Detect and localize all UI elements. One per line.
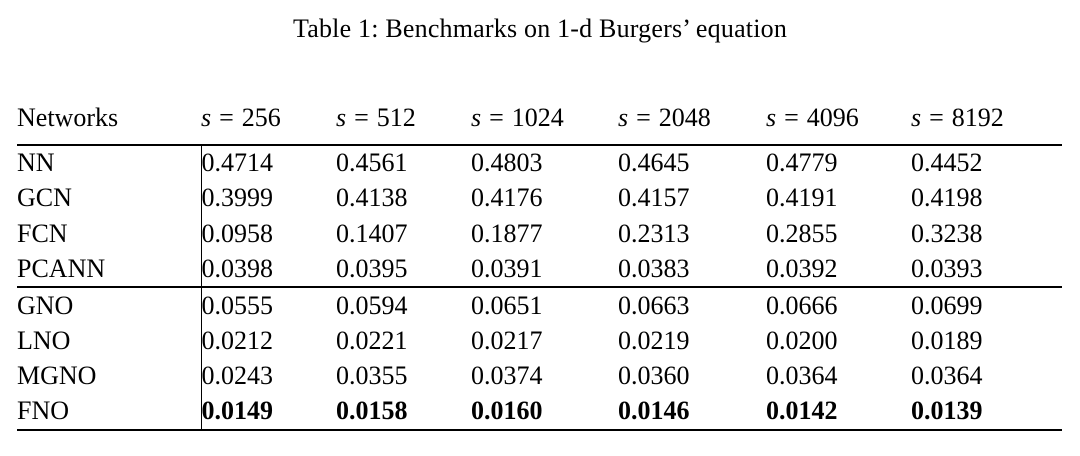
cell: 0.1877 <box>471 218 543 248</box>
cell: 0.0594 <box>336 286 471 323</box>
table-row-nn: NN 0.4714 0.4561 0.4803 0.4645 0.4779 0.… <box>17 145 1062 181</box>
cell: 0.3238 <box>911 218 983 248</box>
resolution-value: 512 <box>376 103 416 132</box>
table-row-pcann: PCANN 0.0398 0.0395 0.0391 0.0383 0.0392… <box>17 251 1062 288</box>
cell: 0.4452 <box>911 148 983 178</box>
network-name: NN <box>17 148 55 178</box>
resolution-value: 4096 <box>806 103 859 132</box>
cell: 0.4198 <box>911 183 983 213</box>
cell: 0.0160 <box>471 394 618 431</box>
cell: 0.0393 <box>911 254 983 284</box>
resolution-value: 8192 <box>951 103 1004 132</box>
table-row-gno: GNO 0.0555 0.0594 0.0651 0.0663 0.0666 0… <box>17 286 1062 323</box>
network-name: GCN <box>17 183 72 213</box>
cell: 0.0364 <box>766 361 838 391</box>
cell: 0.0392 <box>766 254 838 284</box>
cell: 0.0200 <box>766 325 838 355</box>
cell: 0.4176 <box>471 183 543 213</box>
cell: 0.0139 <box>911 394 1062 431</box>
cell: 0.0374 <box>471 361 543 391</box>
header-s8192: s = 8192 <box>911 92 1062 146</box>
cell: 0.0149 <box>200 394 336 431</box>
cell: 0.0212 <box>200 322 336 359</box>
table-row-lno: LNO 0.0212 0.0221 0.0217 0.0219 0.0200 0… <box>17 322 1062 359</box>
cell: 0.0699 <box>911 286 1062 323</box>
cell: 0.0651 <box>471 286 618 323</box>
cell: 0.4138 <box>336 183 408 213</box>
cell: 0.4645 <box>618 148 690 178</box>
network-name: MGNO <box>17 361 97 391</box>
cell: 0.0555 <box>200 286 336 323</box>
cell: 0.4803 <box>471 148 543 178</box>
header-s256: s = 256 <box>201 92 336 146</box>
cell: 0.4779 <box>766 148 838 178</box>
header-s4096: s = 4096 <box>766 92 911 146</box>
cell: 0.0395 <box>336 254 408 284</box>
cell: 0.4561 <box>336 148 408 178</box>
cell: 0.1407 <box>336 218 408 248</box>
equals-sign: = <box>784 103 799 132</box>
math-var-s: s <box>766 103 777 132</box>
equals-sign: = <box>354 103 369 132</box>
cell: 0.0360 <box>618 361 690 391</box>
header-s2048: s = 2048 <box>618 92 766 146</box>
cell: 0.2313 <box>618 218 690 248</box>
benchmark-table: Networks s = 256 s = 512 s = 1024 s = 2048 s = 409… <box>17 92 1062 431</box>
cell: 0.0663 <box>618 286 766 323</box>
equals-sign: = <box>489 103 504 132</box>
resolution-value: 1024 <box>511 103 564 132</box>
table-row-fno: FNO 0.0149 0.0158 0.0160 0.0146 0.0142 0… <box>17 394 1062 431</box>
cell: 0.0666 <box>766 286 911 323</box>
header-s512: s = 512 <box>336 92 471 146</box>
resolution-value: 2048 <box>658 103 711 132</box>
cell: 0.0398 <box>200 251 336 288</box>
cell: 0.0391 <box>471 254 543 284</box>
table-header: Networks s = 256 s = 512 s = 1024 s = 2048 s = 409… <box>17 92 1062 146</box>
math-var-s: s <box>336 103 347 132</box>
resolution-value: 256 <box>241 103 281 132</box>
table-row-fcn: FCN 0.0958 0.1407 0.1877 0.2313 0.2855 0… <box>17 216 1062 252</box>
cell: 0.0217 <box>471 325 543 355</box>
equals-sign: = <box>636 103 651 132</box>
math-var-s: s <box>201 103 212 132</box>
equals-sign: = <box>929 103 944 132</box>
header-networks: Networks <box>17 92 201 146</box>
network-name: FNO <box>17 394 201 431</box>
cell: 0.4191 <box>766 183 838 213</box>
table-caption: Table 1: Benchmarks on 1-d Burgers’ equa… <box>292 14 788 43</box>
cell: 0.2855 <box>766 218 838 248</box>
header-row: Networks s = 256 s = 512 s = 1024 s = 2048 s = 409… <box>17 92 1062 146</box>
table-row-mgno: MGNO 0.0243 0.0355 0.0374 0.0360 0.0364 … <box>17 358 1062 395</box>
cell: 0.0158 <box>336 394 471 431</box>
math-var-s: s <box>911 103 922 132</box>
cell: 0.0958 <box>200 216 336 252</box>
network-name: GNO <box>17 286 201 323</box>
cell: 0.0383 <box>618 254 690 284</box>
cell: 0.0146 <box>618 394 766 431</box>
cell: 0.0243 <box>200 358 336 395</box>
network-name: LNO <box>17 325 71 355</box>
cell: 0.0189 <box>911 325 983 355</box>
cell: 0.0219 <box>618 325 690 355</box>
network-name: FCN <box>17 218 68 248</box>
header-s1024: s = 1024 <box>471 92 618 146</box>
cell: 0.3999 <box>200 180 336 217</box>
network-name: PCANN <box>17 254 106 284</box>
cell: 0.4157 <box>618 183 690 213</box>
cell: 0.4714 <box>200 145 336 181</box>
cell: 0.0221 <box>336 325 408 355</box>
table-body: NN 0.4714 0.4561 0.4803 0.4645 0.4779 0.… <box>17 145 1062 431</box>
cell: 0.0364 <box>911 361 983 391</box>
math-var-s: s <box>471 103 482 132</box>
cell: 0.0355 <box>336 361 408 391</box>
equals-sign: = <box>219 103 234 132</box>
cell: 0.0142 <box>766 394 911 431</box>
table-row-gcn: GCN 0.3999 0.4138 0.4176 0.4157 0.4191 0… <box>17 180 1062 217</box>
math-var-s: s <box>618 103 629 132</box>
